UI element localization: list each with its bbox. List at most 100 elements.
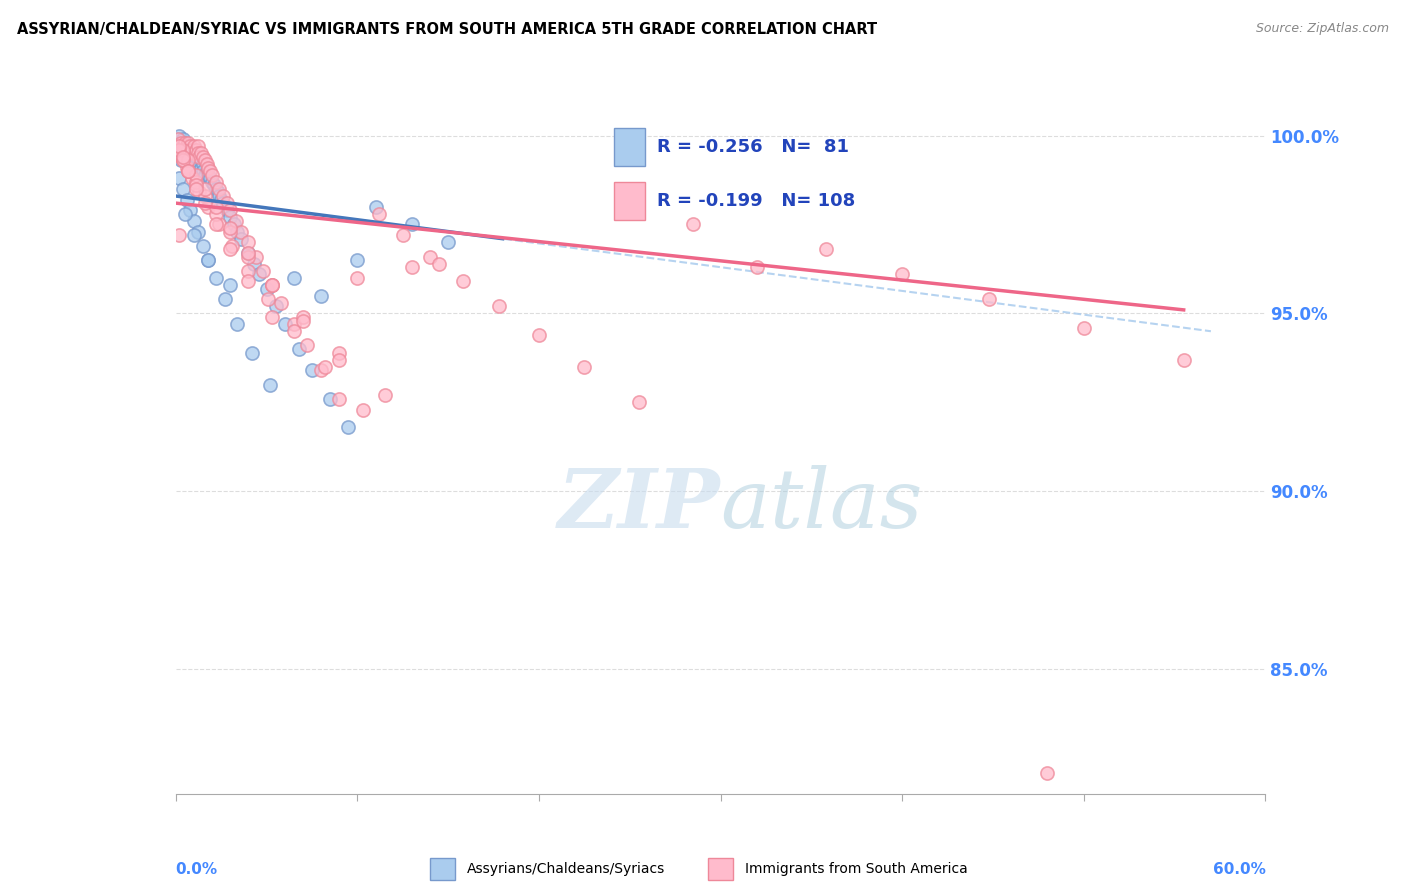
Point — [212, 196, 235, 211]
Point — [177, 136, 200, 150]
Point — [627, 395, 650, 409]
Point — [173, 143, 195, 157]
Point — [225, 214, 247, 228]
Point — [401, 260, 423, 275]
Point — [176, 139, 198, 153]
Point — [891, 268, 914, 282]
Point — [176, 193, 198, 207]
Point — [186, 225, 209, 239]
Point — [352, 402, 374, 417]
Point — [247, 268, 270, 282]
Point — [172, 182, 194, 196]
Point — [260, 310, 283, 324]
Point — [176, 153, 198, 168]
Point — [169, 139, 191, 153]
Point — [238, 246, 260, 260]
Point — [172, 150, 194, 164]
Point — [195, 164, 218, 178]
Point — [260, 277, 283, 292]
Point — [172, 139, 194, 153]
Point — [401, 218, 423, 232]
Point — [166, 132, 188, 146]
Text: 60.0%: 60.0% — [1212, 863, 1265, 877]
Point — [169, 228, 191, 243]
Point — [215, 203, 238, 218]
Point — [814, 243, 837, 257]
Point — [183, 146, 205, 161]
Point — [309, 288, 332, 302]
Point — [231, 225, 253, 239]
Point — [245, 250, 267, 264]
Text: atlas: atlas — [721, 466, 922, 545]
Text: R = -0.199   N= 108: R = -0.199 N= 108 — [657, 192, 855, 211]
Point — [274, 317, 297, 331]
Point — [173, 143, 195, 157]
Point — [288, 342, 311, 356]
Text: R = -0.256   N=  81: R = -0.256 N= 81 — [657, 137, 849, 156]
Point — [188, 164, 211, 178]
Point — [184, 150, 207, 164]
Point — [197, 161, 219, 175]
Point — [173, 150, 195, 164]
Point — [183, 153, 205, 168]
Point — [264, 299, 287, 313]
Point — [260, 277, 283, 292]
Point — [179, 139, 201, 153]
Point — [283, 271, 305, 285]
Point — [169, 143, 191, 157]
Point — [188, 150, 211, 164]
Point — [169, 139, 191, 153]
Point — [194, 153, 217, 168]
Point — [172, 139, 194, 153]
Point — [197, 200, 219, 214]
Point — [197, 253, 219, 268]
Point — [191, 150, 214, 164]
Point — [177, 164, 200, 178]
Point — [166, 132, 188, 146]
Point — [391, 228, 413, 243]
FancyBboxPatch shape — [614, 182, 645, 220]
Point — [256, 281, 278, 295]
Point — [181, 171, 204, 186]
Point — [181, 150, 204, 164]
FancyBboxPatch shape — [430, 858, 454, 880]
Point — [170, 150, 193, 164]
Point — [240, 345, 263, 359]
Point — [219, 221, 242, 235]
Point — [346, 253, 368, 268]
Point — [183, 214, 205, 228]
Point — [328, 345, 350, 359]
Point — [181, 143, 204, 157]
Point — [374, 388, 396, 402]
Point — [177, 143, 200, 157]
Point — [208, 189, 231, 203]
Point — [291, 310, 314, 324]
Point — [170, 136, 193, 150]
Point — [184, 168, 207, 182]
Point — [204, 271, 226, 285]
Point — [176, 161, 198, 175]
Point — [238, 264, 260, 278]
Point — [190, 161, 212, 175]
Point — [283, 324, 305, 338]
Point — [183, 146, 205, 161]
Point — [179, 146, 201, 161]
Point — [177, 143, 200, 157]
Point — [979, 292, 1001, 306]
Point — [270, 295, 292, 310]
Point — [169, 171, 191, 186]
Text: Assyrians/Chaldeans/Syriacs: Assyrians/Chaldeans/Syriacs — [467, 863, 665, 876]
Point — [170, 153, 193, 168]
Point — [186, 139, 209, 153]
Point — [188, 186, 211, 200]
Point — [209, 193, 232, 207]
Point — [243, 257, 266, 271]
Point — [222, 218, 245, 232]
Point — [172, 132, 194, 146]
Point — [181, 143, 204, 157]
Point — [177, 164, 200, 178]
Point — [238, 274, 260, 288]
Point — [1073, 320, 1095, 334]
Point — [177, 150, 200, 164]
Point — [194, 189, 217, 203]
